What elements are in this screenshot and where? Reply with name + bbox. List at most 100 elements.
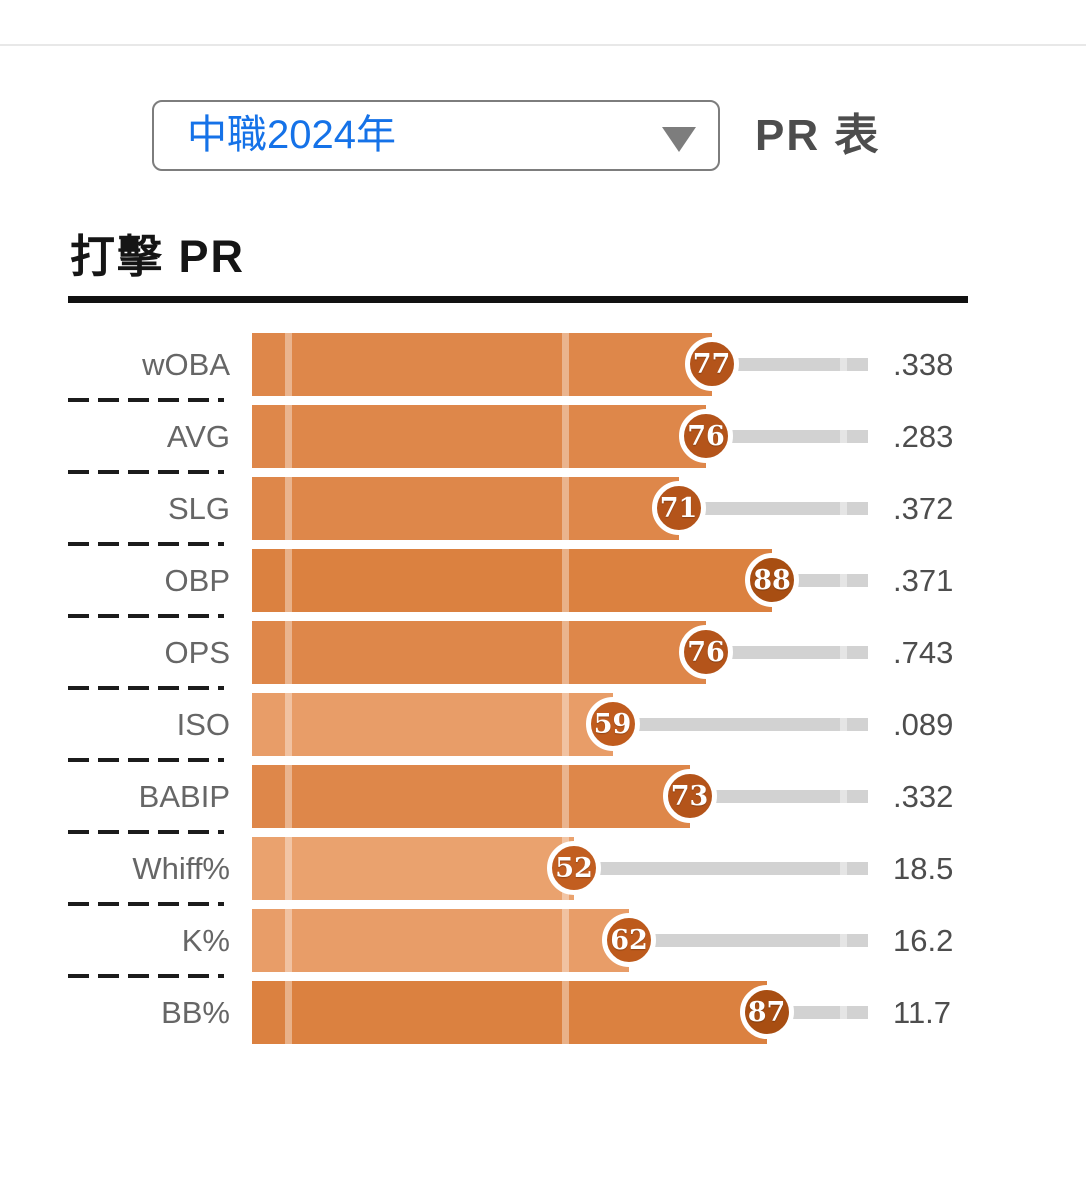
bar-area: 71: [252, 477, 868, 540]
pr-table-label: PR 表: [755, 111, 881, 160]
pr-bar: [252, 693, 613, 756]
chart-row: AVG 76 .283: [0, 398, 1086, 468]
pr-value: 76: [687, 636, 725, 668]
stat-value: .371: [893, 563, 954, 598]
stat-label: SLG: [167, 491, 230, 526]
title-rule: [68, 296, 968, 303]
row-separator: [68, 398, 224, 402]
bar-gridline-50: [562, 909, 569, 972]
season-dropdown[interactable]: 中職2024年: [152, 100, 720, 171]
bar-gridline-50: [562, 477, 569, 540]
pr-badge: 76: [679, 409, 733, 463]
pr-bar: [252, 837, 574, 900]
bar-gridline-0: [285, 765, 292, 828]
row-separator: [68, 542, 224, 546]
stat-value: .743: [893, 635, 954, 670]
pr-badge: 88: [745, 553, 799, 607]
pr-badge: 52: [547, 841, 601, 895]
bar-area: 76: [252, 405, 868, 468]
pr-badge: 76: [679, 625, 733, 679]
pr-bar: [252, 549, 772, 612]
pr-value: 52: [555, 852, 593, 884]
bar-area: 59: [252, 693, 868, 756]
bar-gridline-0: [285, 405, 292, 468]
pr-value: 71: [659, 492, 698, 524]
stat-label: BB%: [161, 995, 230, 1030]
bar-area: 76: [252, 621, 868, 684]
bar-gridline-50: [562, 765, 569, 828]
pr-value: 59: [593, 708, 632, 740]
row-separator: [68, 758, 224, 762]
stat-label: K%: [181, 923, 230, 958]
stat-label: AVG: [166, 419, 230, 454]
stat-label: OBP: [164, 563, 230, 598]
bar-area: 87: [252, 981, 868, 1044]
track-gridline-100: [840, 862, 847, 875]
row-separator: [68, 470, 224, 474]
bar-gridline-50: [562, 405, 569, 468]
bar-gridline-50: [562, 549, 569, 612]
chart-row: Whiff% 52 18.5: [0, 830, 1086, 900]
pr-bar: [252, 765, 690, 828]
pr-value: 73: [670, 780, 709, 812]
bar-area: 88: [252, 549, 868, 612]
pr-badge: 62: [602, 913, 656, 967]
stat-value: 18.5: [893, 851, 954, 886]
stat-label: OPS: [164, 635, 230, 670]
chart-row: BABIP 73 .332: [0, 758, 1086, 828]
bar-area: 62: [252, 909, 868, 972]
pr-value: 88: [753, 564, 791, 596]
track-gridline-100: [840, 430, 847, 443]
bar-gridline-50: [562, 981, 569, 1044]
bar-gridline-0: [285, 477, 292, 540]
chart-row: BB% 87 11.7: [0, 974, 1086, 1044]
track-gridline-100: [840, 358, 847, 371]
track-gridline-100: [840, 718, 847, 731]
bar-gridline-0: [285, 909, 292, 972]
stat-label: wOBA: [142, 347, 230, 382]
bar-area: 77: [252, 333, 868, 396]
stat-label: Whiff%: [132, 851, 230, 886]
pr-bar: [252, 333, 712, 396]
stat-value: 16.2: [893, 923, 954, 958]
pr-badge: 87: [739, 985, 794, 1039]
chart-row: SLG 71 .372: [0, 470, 1086, 540]
stat-value: .332: [893, 779, 954, 814]
track-gridline-100: [840, 646, 847, 659]
row-separator: [68, 974, 224, 978]
stat-label: ISO: [176, 707, 230, 742]
bar-area: 73: [252, 765, 868, 828]
stat-value: 11.7: [893, 995, 952, 1030]
pr-badge: 77: [684, 337, 739, 391]
track-gridline-100: [840, 574, 847, 587]
bar-gridline-50: [562, 621, 569, 684]
bar-gridline-0: [285, 693, 292, 756]
chart-row: ISO 59 .089: [0, 686, 1086, 756]
bar-gridline-0: [285, 621, 292, 684]
row-separator: [68, 614, 224, 618]
pr-value: 76: [687, 420, 725, 452]
bar-gridline-50: [562, 333, 569, 396]
pr-value: 77: [692, 348, 731, 380]
pr-bar: [252, 405, 706, 468]
bar-area: 52: [252, 837, 868, 900]
pr-badge: 59: [585, 697, 640, 751]
stat-value: .089: [893, 707, 954, 742]
stat-value: .372: [893, 491, 954, 526]
bar-gridline-0: [285, 333, 292, 396]
row-separator: [68, 830, 224, 834]
chart-row: OBP 88 .371: [0, 542, 1086, 612]
track-gridline-100: [840, 790, 847, 803]
pr-bar: [252, 909, 629, 972]
track-gridline-100: [840, 934, 847, 947]
pr-bar: [252, 621, 706, 684]
chart-row: wOBA 77 .338: [0, 333, 1086, 396]
pr-value: 87: [747, 996, 786, 1028]
pr-value: 62: [610, 924, 648, 956]
header-divider: [0, 44, 1086, 46]
chevron-down-icon: [662, 127, 696, 152]
pr-badge: 73: [662, 769, 717, 823]
bar-gridline-50: [562, 693, 569, 756]
season-dropdown-value: 中職2024年: [187, 113, 396, 157]
stat-value: .338: [893, 347, 954, 382]
